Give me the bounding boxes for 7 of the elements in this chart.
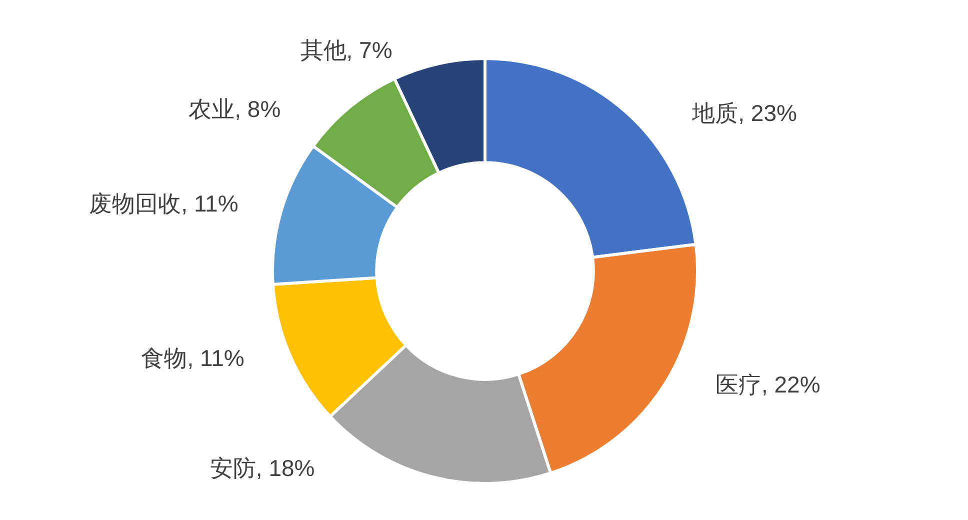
- slice-label: 农业, 8%: [188, 96, 281, 122]
- slice-label: 废物回收, 11%: [89, 190, 238, 217]
- slice-label: 食物, 11%: [141, 344, 244, 371]
- slice-label: 安防, 18%: [210, 454, 315, 481]
- slice-label: 其他, 7%: [300, 36, 392, 63]
- slice-label: 地质, 23%: [691, 100, 797, 126]
- slice-label: 医疗, 22%: [715, 371, 820, 398]
